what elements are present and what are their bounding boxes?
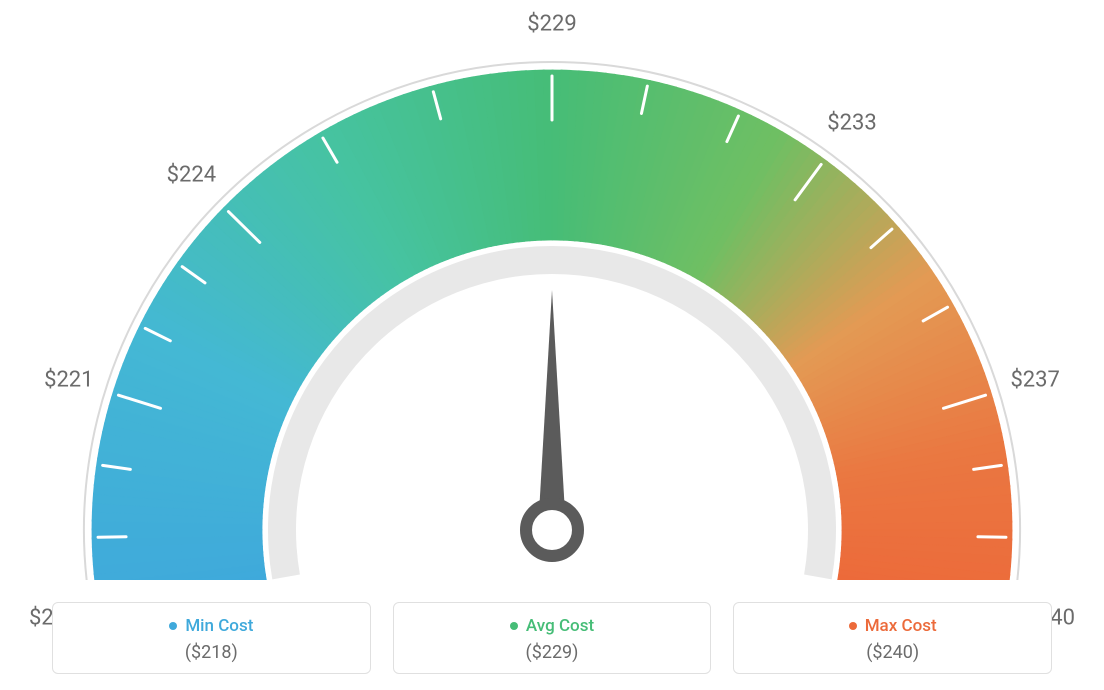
legend-value-max: ($240): [734, 642, 1051, 663]
gauge-svg: [52, 20, 1052, 580]
legend-dot-max: [849, 622, 857, 630]
legend-dot-min: [169, 622, 177, 630]
legend-label-min: Min Cost: [185, 616, 253, 636]
legend-card-max: Max Cost ($240): [733, 602, 1052, 674]
legend-title-max: Max Cost: [849, 616, 937, 636]
legend-label-max: Max Cost: [865, 616, 937, 636]
gauge-needle-hub: [526, 504, 578, 556]
gauge-tick-label: $233: [827, 110, 876, 135]
gauge-tick-label: $237: [1010, 367, 1059, 392]
gauge-needle: [538, 290, 566, 530]
cost-gauge-chart: $218$221$224$229$233$237$240: [0, 0, 1104, 580]
gauge-tick-label: $224: [167, 163, 216, 188]
gauge-tick-label: $221: [44, 367, 93, 392]
legend-label-avg: Avg Cost: [526, 616, 594, 636]
legend-title-avg: Avg Cost: [510, 616, 594, 636]
legend-card-avg: Avg Cost ($229): [393, 602, 712, 674]
legend-card-min: Min Cost ($218): [52, 602, 371, 674]
legend-title-min: Min Cost: [169, 616, 253, 636]
legend-value-avg: ($229): [394, 642, 711, 663]
legend-value-min: ($218): [53, 642, 370, 663]
legend-dot-avg: [510, 622, 518, 630]
legend-row: Min Cost ($218) Avg Cost ($229) Max Cost…: [52, 602, 1052, 674]
gauge-tick-label: $229: [527, 12, 576, 37]
